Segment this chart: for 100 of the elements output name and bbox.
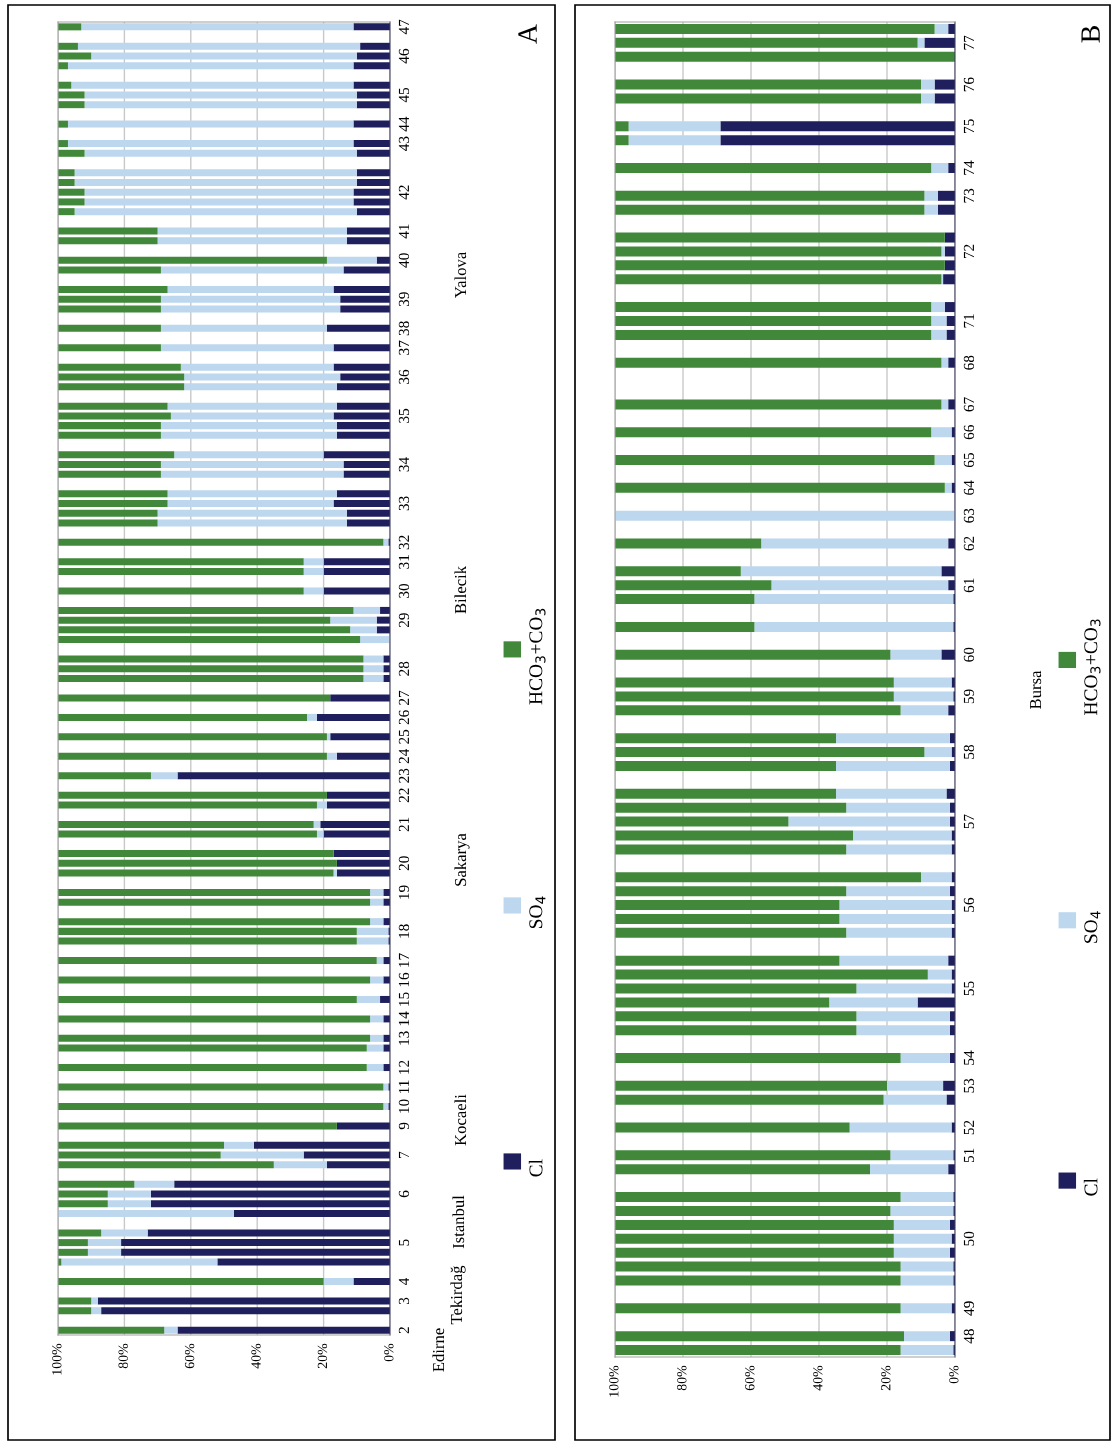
- x-tick-label: 40%: [251, 1343, 261, 1369]
- y-tick-label: 54: [963, 1050, 975, 1065]
- text: Yalova: [454, 252, 467, 299]
- text: Bursa: [1030, 670, 1042, 709]
- y-tick-label: 55: [963, 981, 975, 996]
- x-tick-label: 100%: [609, 1365, 619, 1397]
- y-tick-label: 13: [398, 1031, 410, 1045]
- y-tick-label: 4: [398, 1277, 409, 1286]
- y-tick-label: 22: [398, 788, 409, 803]
- y-tick-label: 9: [398, 1122, 410, 1130]
- y-tick-label: 43: [398, 136, 410, 151]
- y-tick-label: 14: [398, 1011, 409, 1026]
- y-tick-label: 63: [963, 508, 975, 523]
- y-tick-label: 59: [963, 689, 975, 704]
- y-tick-label: 57: [963, 814, 975, 829]
- legend-label: HCO$_{3}$+CO$_{3}$: [529, 608, 546, 705]
- x-tick-label: 0%: [384, 1343, 394, 1362]
- y-tick-label: 34: [398, 457, 410, 472]
- y-tick-label: 44: [398, 116, 409, 132]
- y-tick-label: 18: [398, 924, 410, 938]
- y-tick-label: 49: [963, 1301, 975, 1316]
- y-tick-label: 52: [963, 1120, 975, 1135]
- y-tick-label: 76: [963, 77, 975, 92]
- y-tick-label: 74: [963, 160, 974, 175]
- y-tick-label: 72: [963, 244, 974, 259]
- y-tick-label: 36: [398, 369, 410, 384]
- x-tick-label: 20%: [881, 1365, 891, 1391]
- y-tick-label: 15: [398, 992, 410, 1006]
- y-tick-label: 21: [398, 817, 409, 832]
- y-tick-label: 45: [398, 87, 410, 103]
- x-tick-label: 60%: [745, 1365, 755, 1391]
- y-tick-label: 24: [398, 748, 409, 764]
- y-tick-label: 26: [398, 710, 410, 725]
- y-tick-label: 2: [398, 1327, 409, 1334]
- x-tick-label: 0%: [949, 1365, 959, 1384]
- y-tick-label: 12: [398, 1060, 409, 1074]
- y-tick-label: 46: [398, 48, 410, 64]
- text: Kocaeli: [454, 1094, 467, 1146]
- y-tick-label: 29: [398, 613, 410, 628]
- x-tick-label: 20%: [317, 1343, 328, 1369]
- y-tick-label: 77: [963, 35, 974, 50]
- y-tick-label: 53: [963, 1078, 975, 1093]
- text: Edirne: [432, 1328, 445, 1372]
- y-tick-label: 40: [398, 253, 410, 268]
- y-tick-label: 16: [398, 972, 410, 987]
- y-tick-label: 10: [398, 1099, 410, 1113]
- y-tick-label: 42: [398, 185, 409, 200]
- x-tick-label: 80%: [118, 1343, 128, 1369]
- text: B: [1081, 26, 1100, 43]
- y-tick-label: 66: [963, 425, 975, 440]
- y-tick-label: 38: [398, 321, 410, 336]
- y-tick-label: 50: [963, 1231, 975, 1246]
- y-tick-label: 7: [398, 1151, 409, 1158]
- y-tick-label: 61: [963, 578, 975, 593]
- y-tick-label: 28: [398, 661, 410, 676]
- y-tick-label: 62: [963, 536, 975, 551]
- legend-label: Cl: [1083, 1178, 1098, 1196]
- text: A: [518, 24, 537, 44]
- y-tick-label: 73: [963, 188, 975, 203]
- x-tick-label: 40%: [813, 1365, 823, 1391]
- y-tick-label: 6: [398, 1190, 410, 1198]
- y-tick-label: 47: [398, 19, 409, 35]
- y-tick-label: 51: [963, 1148, 975, 1163]
- y-tick-label: 25: [398, 729, 410, 744]
- y-tick-label: 17: [398, 953, 409, 967]
- text: Bilecik: [454, 565, 467, 614]
- y-tick-label: 71: [963, 314, 974, 328]
- y-tick-label: 41: [398, 224, 409, 239]
- y-tick-label: 23: [398, 768, 410, 783]
- y-tick-label: 11: [398, 1080, 409, 1093]
- legend-label: HCO$_{3}$+CO$_{3}$: [1084, 619, 1101, 715]
- y-tick-label: 75: [963, 119, 975, 133]
- text: Sakarya: [454, 833, 470, 886]
- text: Tekirdağ: [450, 1265, 466, 1325]
- y-tick-label: 67: [963, 397, 975, 412]
- legend-label: SO$_{4}$: [1084, 911, 1101, 943]
- y-tick-label: 27: [398, 690, 409, 705]
- x-tick-label: 80%: [677, 1365, 687, 1391]
- legend-label: SO$_{4}$: [529, 896, 546, 929]
- y-tick-label: 31: [398, 555, 410, 569]
- y-tick-label: 60: [963, 647, 975, 662]
- y-tick-label: 48: [963, 1329, 975, 1344]
- y-tick-label: 33: [398, 496, 410, 511]
- y-tick-label: 30: [398, 583, 410, 598]
- y-tick-label: 37: [398, 340, 410, 355]
- y-tick-label: 65: [963, 453, 975, 468]
- text: Istanbul: [452, 1195, 465, 1249]
- x-tick-label: 60%: [184, 1343, 195, 1369]
- y-tick-label: 39: [398, 292, 410, 307]
- y-tick-label: 19: [398, 885, 410, 899]
- y-tick-label: 3: [398, 1297, 410, 1305]
- y-tick-label: 56: [963, 897, 975, 912]
- y-tick-label: 5: [398, 1239, 410, 1246]
- legend-label: Cl: [528, 1159, 543, 1177]
- y-tick-label: 35: [398, 408, 410, 423]
- y-tick-label: 68: [963, 355, 975, 370]
- y-tick-label: 32: [398, 535, 410, 550]
- x-tick-label: 100%: [52, 1343, 62, 1375]
- y-tick-label: 58: [963, 745, 975, 759]
- y-tick-label: 20: [398, 856, 410, 871]
